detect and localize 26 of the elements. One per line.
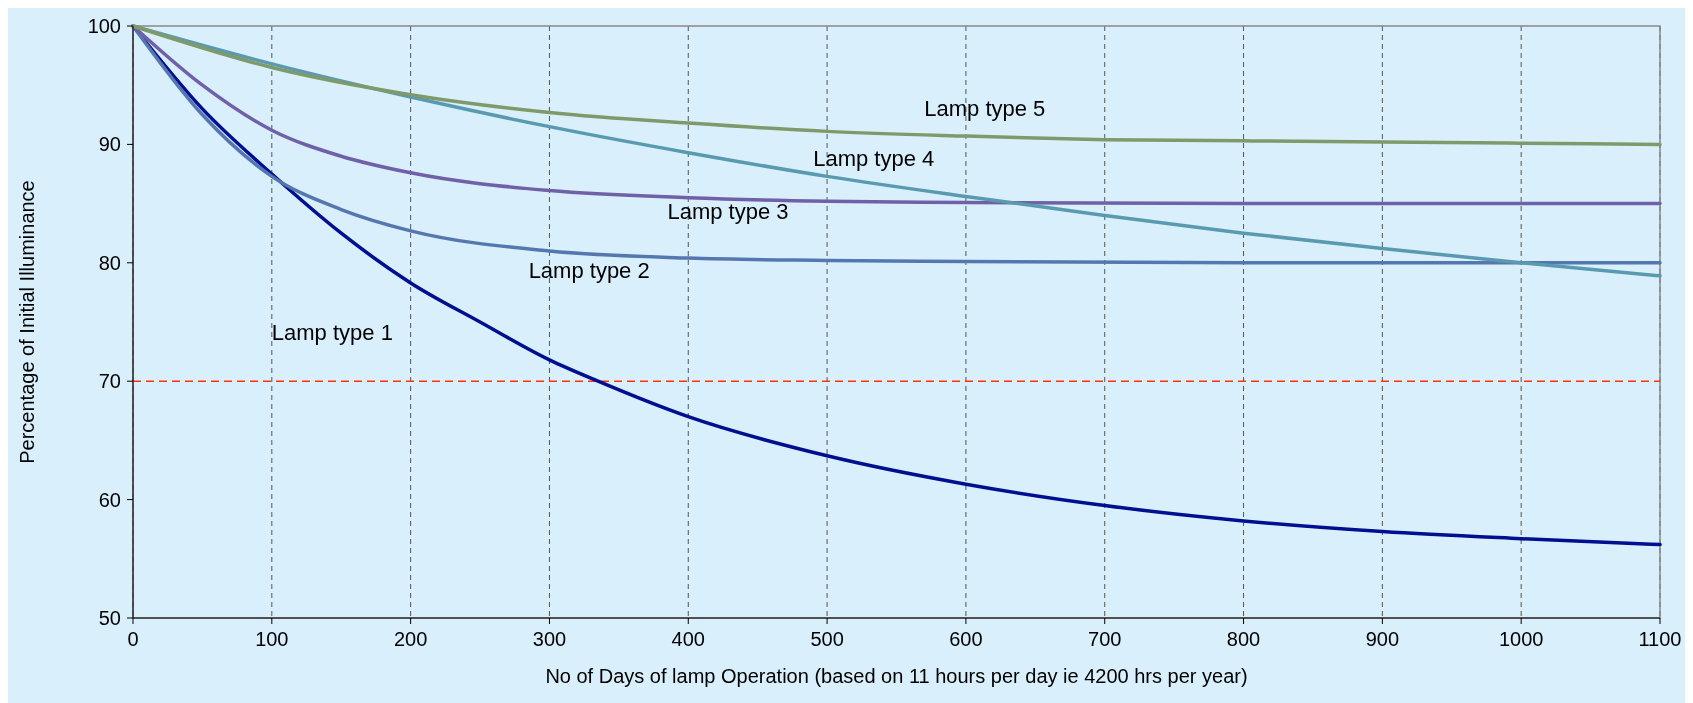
line-series	[131, 24, 1662, 147]
y-tick-label: 50	[98, 607, 121, 629]
x-tick-label: 600	[949, 628, 983, 650]
series-label: Lamp type 1	[271, 319, 393, 345]
x-tick-label: 1100	[1638, 628, 1682, 650]
x-tick-label: 0	[127, 628, 139, 650]
x-tick-label: 800	[1226, 628, 1261, 650]
y-axis-title: Percentage of Initial Illuminance	[16, 180, 38, 464]
y-tick-label: 80	[98, 251, 121, 274]
x-tick-label: 100	[255, 628, 289, 650]
x-tick-label: 400	[671, 628, 705, 650]
x-tick-label: 300	[532, 628, 567, 650]
x-tick-label: 1000	[1498, 628, 1544, 650]
y-tick-label: 60	[98, 488, 121, 511]
series-label: Lamp type 3	[667, 198, 789, 224]
x-tick-label: 900	[1365, 628, 1400, 650]
x-axis-title: No of Days of lamp Operation (based on 11 hours per day ie 4200 hrs per year)	[545, 665, 1248, 687]
series-label: Lamp type 4	[813, 145, 935, 171]
series-label: Lamp type 2	[528, 258, 650, 284]
x-tick-label: 200	[393, 628, 428, 650]
x-tick-label: 700	[1088, 628, 1122, 650]
y-tick-label: 70	[98, 370, 121, 393]
y-tick-label: 90	[98, 133, 121, 156]
x-tick-label: 500	[810, 628, 844, 650]
series-label: Lamp type 5	[924, 95, 1046, 121]
y-tick-label: 100	[87, 15, 121, 37]
